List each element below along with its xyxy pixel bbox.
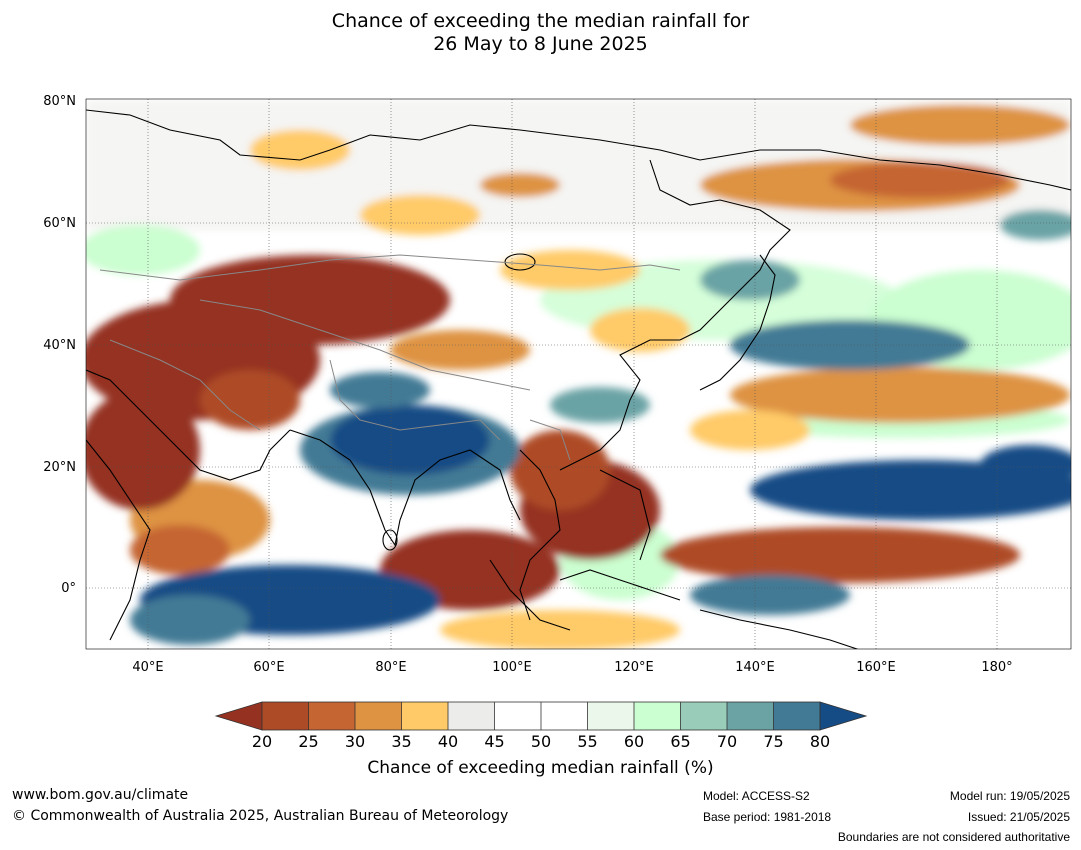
footer-boundaries-note: Boundaries are not considered authoritat… [837, 830, 1070, 844]
colorbar-tick-20: 20 [251, 732, 273, 751]
footer-copyright: © Commonwealth of Australia 2025, Austra… [12, 808, 509, 824]
country-borders [99, 254, 681, 461]
colorbar-tick-80: 80 [809, 732, 831, 751]
colorbar-cell [355, 702, 402, 730]
lat-label-80n: 80°N [43, 94, 76, 109]
lon-label-100e: 100°E [492, 660, 532, 675]
colorbar-cell [773, 702, 820, 730]
colorbar-tick-75: 75 [763, 732, 784, 751]
colorbar-title: Chance of exceeding median rainfall (%) [367, 758, 714, 778]
colorbar-tick-70: 70 [716, 732, 738, 751]
colorbar-cell [541, 702, 588, 730]
colorbar-tick-25: 25 [298, 732, 319, 751]
colorbar-low-arrow [214, 701, 263, 731]
map-title-line1: Chance of exceeding the median rainfall … [331, 10, 750, 32]
lon-label-160e: 160°E [856, 660, 896, 675]
map-frame [85, 98, 1072, 650]
footer-model: Model: ACCESS-S2 [703, 789, 810, 803]
lat-label-40n: 40°N [43, 338, 76, 353]
footer-url[interactable]: www.bom.gov.au/climate [12, 787, 189, 803]
colorbar-tick-50: 50 [530, 732, 552, 751]
lat-label-60n: 60°N [43, 216, 76, 231]
lon-label-120e: 120°E [614, 660, 654, 675]
colorbar-tick-30: 30 [344, 732, 366, 751]
footer-base-period: Base period: 1981-2018 [703, 810, 832, 824]
footer-issued: Issued: 21/05/2025 [967, 810, 1070, 824]
colorbar-cell [494, 702, 541, 730]
lon-label-80e: 80°E [375, 660, 407, 675]
lat-label-0: 0° [61, 581, 76, 596]
map-title-line2: 26 May to 8 June 2025 [433, 33, 648, 55]
lon-label-60e: 60°E [253, 660, 285, 675]
colorbar-cell [680, 702, 727, 730]
probability-field [86, 99, 1071, 649]
colorbar-cell [308, 702, 355, 730]
lat-label-20n: 20°N [43, 460, 76, 475]
lon-label-40e: 40°E [132, 660, 164, 675]
colorbar-tick-35: 35 [391, 732, 412, 751]
colorbar-cell [587, 702, 634, 730]
footer-model-run: Model run: 19/05/2025 [949, 789, 1070, 803]
colorbar-high-arrow [819, 701, 868, 731]
lon-label-180: 180° [981, 660, 1013, 675]
colorbar-cell [634, 702, 681, 730]
graticule [86, 99, 1071, 649]
colorbar [214, 701, 868, 731]
colorbar-cell [262, 702, 309, 730]
colorbar-tick-65: 65 [670, 732, 691, 751]
colorbar-tick-55: 55 [577, 732, 598, 751]
coastlines [86, 109, 1071, 649]
colorbar-tick-60: 60 [623, 732, 645, 751]
lon-label-140e: 140°E [735, 660, 775, 675]
colorbar-cell [727, 702, 774, 730]
colorbar-cell [448, 702, 495, 730]
colorbar-cell [401, 702, 448, 730]
colorbar-tick-40: 40 [437, 732, 459, 751]
colorbar-tick-45: 45 [484, 732, 505, 751]
